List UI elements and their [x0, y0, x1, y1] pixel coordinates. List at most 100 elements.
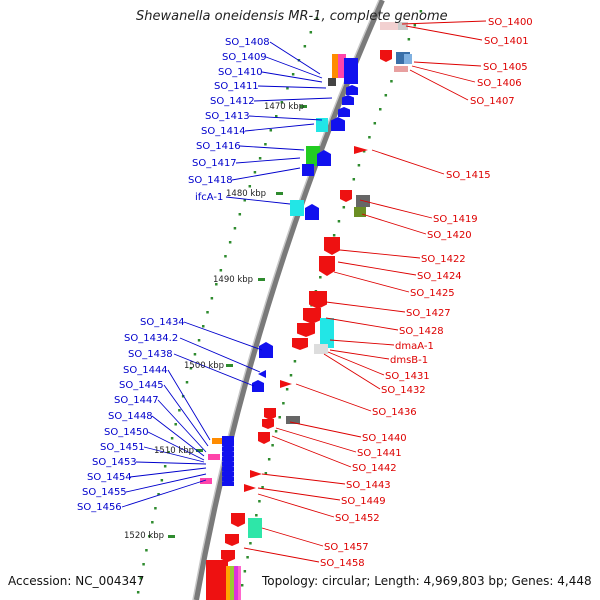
- gene-label-so-1434-2[interactable]: SO_1434.2: [124, 333, 178, 344]
- gene-feature: [222, 455, 234, 461]
- track-dot: [197, 339, 201, 342]
- gene-label-so-1449[interactable]: SO_1449: [341, 496, 386, 507]
- gene-label-so-1440[interactable]: SO_1440: [362, 433, 407, 444]
- track-dot: [167, 451, 170, 454]
- gene-label-so-1456[interactable]: SO_1456: [77, 502, 122, 513]
- gene-feature: [280, 380, 292, 388]
- gene-label-so-1420[interactable]: SO_1420: [427, 230, 472, 241]
- gene-label-dmaa-1[interactable]: dmaA-1: [395, 341, 434, 352]
- gene-label-so-1445[interactable]: SO_1445: [119, 380, 164, 391]
- track-dot: [206, 311, 209, 314]
- gene-label-so-1427[interactable]: SO_1427: [406, 308, 451, 319]
- gene-label-so-1432[interactable]: SO_1432: [381, 385, 426, 396]
- gene-label-so-1451[interactable]: SO_1451: [100, 442, 145, 453]
- gene-label-so-1411[interactable]: SO_1411: [214, 81, 259, 92]
- gene-label-so-1442[interactable]: SO_1442: [352, 463, 397, 474]
- gene-label-so-1410[interactable]: SO_1410: [218, 67, 263, 78]
- gene-label-so-1441[interactable]: SO_1441: [357, 448, 402, 459]
- gene-label-so-1447[interactable]: SO_1447: [114, 395, 159, 406]
- gene-label-so-1412[interactable]: SO_1412: [210, 96, 255, 107]
- gene-feature: [221, 550, 235, 562]
- track-dot: [210, 297, 214, 300]
- gene-label-so-1444[interactable]: SO_1444: [123, 365, 168, 376]
- track-dot: [136, 591, 140, 594]
- gene-label-so-1422[interactable]: SO_1422: [421, 254, 466, 265]
- leader-line: [225, 196, 291, 205]
- gene-label-so-1431[interactable]: SO_1431: [385, 371, 430, 382]
- leader-line: [295, 383, 372, 412]
- leader-line: [371, 149, 445, 175]
- leader-line: [405, 25, 483, 41]
- gene-feature: [380, 22, 398, 30]
- track-dot: [291, 73, 295, 76]
- gene-label-so-1452[interactable]: SO_1452: [335, 513, 380, 524]
- gene-label-so-1453[interactable]: SO_1453: [92, 457, 137, 468]
- tick-mark: [168, 535, 175, 538]
- gene-label-so-1448[interactable]: SO_1448: [108, 411, 153, 422]
- track-dot: [189, 367, 193, 370]
- track-dot: [201, 325, 205, 328]
- gene-label-so-1450[interactable]: SO_1450: [104, 427, 149, 438]
- gene-feature: [212, 438, 222, 444]
- gene-label-so-1414[interactable]: SO_1414: [201, 126, 246, 137]
- gene-label-so-1443[interactable]: SO_1443: [346, 480, 391, 491]
- gene-label-so-1413[interactable]: SO_1413: [205, 111, 250, 122]
- track-dot: [264, 472, 268, 475]
- gene-label-so-1428[interactable]: SO_1428: [399, 326, 444, 337]
- gene-label-so-1406[interactable]: SO_1406: [477, 78, 522, 89]
- gene-feature: [332, 54, 340, 78]
- gene-feature: [404, 54, 412, 64]
- gene-label-so-1408[interactable]: SO_1408: [225, 37, 270, 48]
- gene-label-so-1425[interactable]: SO_1425: [410, 288, 455, 299]
- gene-label-so-1409[interactable]: SO_1409: [222, 52, 267, 63]
- gene-label-so-1419[interactable]: SO_1419: [433, 214, 478, 225]
- leader-line: [401, 20, 487, 25]
- leader-line: [271, 435, 352, 468]
- leader-line: [329, 339, 395, 346]
- gene-feature: [222, 480, 234, 486]
- gene-label-so-1454[interactable]: SO_1454: [87, 472, 132, 483]
- track-dot: [390, 80, 393, 83]
- gene-label-so-1455[interactable]: SO_1455: [82, 487, 127, 498]
- gene-label-so-1416[interactable]: SO_1416: [196, 141, 241, 152]
- gene-label-so-1457[interactable]: SO_1457: [324, 542, 369, 553]
- gene-feature: [354, 207, 366, 217]
- gene-feature: [309, 291, 327, 309]
- gene-feature: [394, 66, 408, 72]
- track-dot: [373, 122, 377, 125]
- gene-label-so-1436[interactable]: SO_1436: [372, 407, 417, 418]
- gene-feature: [302, 164, 314, 176]
- accession-text: Accession: NC_004347: [8, 574, 145, 588]
- gene-label-so-1405[interactable]: SO_1405: [483, 62, 528, 73]
- tick-label: 1500 kbp: [184, 361, 224, 371]
- gene-label-so-1401[interactable]: SO_1401: [484, 36, 529, 47]
- track-dot: [238, 213, 242, 216]
- gene-label-so-1424[interactable]: SO_1424: [417, 271, 462, 282]
- gene-label-so-1438[interactable]: SO_1438: [128, 349, 173, 360]
- gene-label-so-1417[interactable]: SO_1417: [192, 158, 237, 169]
- leader-line: [339, 249, 421, 259]
- track-dot: [139, 577, 143, 580]
- track-dot: [160, 479, 164, 482]
- chromosome-backbone: [193, 0, 385, 600]
- gene-label-so-1400[interactable]: SO_1400: [488, 17, 533, 28]
- leader-line: [411, 65, 476, 83]
- gene-label-so-1458[interactable]: SO_1458: [320, 558, 365, 569]
- gene-label-so-1407[interactable]: SO_1407: [470, 96, 515, 107]
- track-dot: [261, 486, 264, 489]
- track-dot: [258, 157, 262, 160]
- leader-line: [231, 167, 301, 181]
- gene-feature: [248, 518, 262, 538]
- track-dot: [286, 87, 289, 90]
- gene-label-ifca-1[interactable]: ifcA-1: [195, 192, 223, 203]
- gene-feature: [305, 204, 319, 220]
- gene-label-so-1434[interactable]: SO_1434: [140, 317, 185, 328]
- track-dot: [274, 430, 278, 433]
- gene-label-so-1415[interactable]: SO_1415: [446, 170, 491, 181]
- track-dot: [413, 24, 417, 27]
- tick-label: 1470 kbp: [264, 102, 304, 112]
- leader-line: [143, 446, 205, 463]
- gene-label-dmsb-1[interactable]: dmsB-1: [390, 355, 428, 366]
- gene-label-so-1418[interactable]: SO_1418: [188, 175, 233, 186]
- track-dot: [271, 444, 274, 447]
